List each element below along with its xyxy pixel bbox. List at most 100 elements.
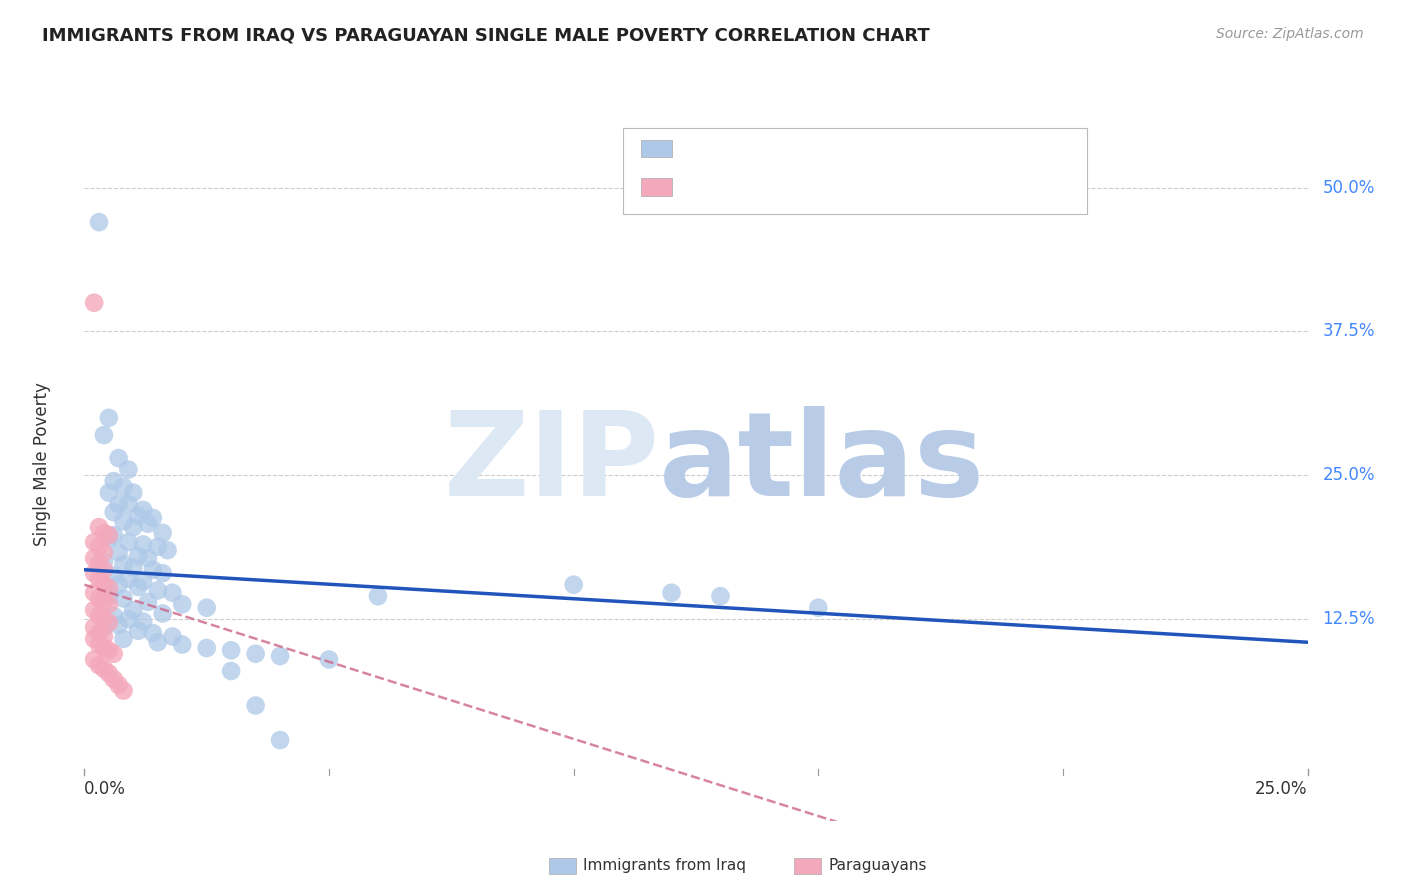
Point (107, 545, 129, 559)
Point (83, 535, 105, 549)
Point (172, 597, 194, 611)
Point (93, 555, 115, 569)
Point (107, 678, 129, 692)
Point (83, 632, 105, 646)
Bar (794, 858, 821, 874)
Point (83, 603, 105, 617)
Point (132, 574, 155, 589)
Text: 37.5%: 37.5% (1322, 323, 1375, 341)
Point (103, 505, 125, 519)
Point (83, 566, 105, 581)
Point (146, 540, 169, 554)
Point (93, 620, 115, 634)
Point (93, 577, 115, 591)
Point (97, 597, 120, 611)
Text: IMMIGRANTS FROM IRAQ VS PARAGUAYAN SINGLE MALE POVERTY CORRELATION CHART: IMMIGRANTS FROM IRAQ VS PARAGUAYAN SINGL… (42, 27, 929, 45)
Text: R =: R = (690, 178, 725, 196)
Point (152, 607, 174, 621)
Point (103, 568, 125, 582)
Text: Source: ZipAtlas.com: Source: ZipAtlas.com (1216, 27, 1364, 41)
Bar (641, 139, 672, 157)
Text: 25.0%: 25.0% (1256, 780, 1308, 798)
Point (709, 589, 731, 603)
Point (87, 608, 110, 623)
Point (93, 630, 115, 644)
Point (93, 662, 115, 676)
Point (103, 528, 125, 542)
Point (117, 535, 139, 549)
Point (87, 557, 110, 571)
Point (117, 572, 139, 586)
Text: 12.5%: 12.5% (1322, 610, 1375, 628)
Point (83, 652, 105, 666)
Point (136, 595, 159, 609)
Point (112, 515, 135, 529)
Point (245, 698, 267, 713)
Text: Paraguayans: Paraguayans (828, 858, 927, 873)
Text: N =: N = (868, 178, 904, 196)
Point (87, 626, 110, 640)
Point (107, 451, 129, 466)
Point (117, 612, 139, 626)
Point (122, 560, 145, 574)
Point (318, 652, 340, 666)
Point (97, 532, 120, 546)
Point (93, 563, 115, 577)
Point (112, 632, 135, 646)
Point (142, 511, 165, 525)
Point (807, 600, 830, 615)
Point (93, 428, 115, 442)
Point (112, 683, 135, 698)
Point (136, 551, 159, 566)
Point (107, 618, 129, 632)
Point (269, 648, 291, 663)
Point (122, 603, 145, 617)
Point (146, 583, 169, 598)
Point (93, 525, 115, 540)
Point (122, 485, 145, 500)
Text: Immigrants from Iraq: Immigrants from Iraq (583, 858, 747, 873)
Point (156, 543, 179, 558)
Text: 0.0%: 0.0% (84, 780, 127, 798)
Point (87, 572, 110, 586)
Point (93, 612, 115, 626)
Point (87, 638, 110, 652)
Point (122, 520, 145, 534)
Point (142, 626, 165, 640)
Point (107, 577, 129, 591)
Text: 50.0%: 50.0% (1322, 178, 1375, 196)
Point (83, 295, 105, 310)
Point (103, 608, 125, 623)
Point (93, 595, 115, 609)
Text: -0.212: -0.212 (751, 178, 810, 196)
Point (219, 643, 242, 657)
Point (195, 600, 218, 615)
Point (87, 520, 110, 534)
Text: 37: 37 (935, 178, 957, 196)
Point (367, 589, 389, 603)
Point (83, 620, 105, 634)
Point (87, 540, 110, 554)
Point (97, 615, 120, 630)
Text: atlas: atlas (659, 407, 986, 521)
Point (103, 647, 125, 661)
Point (93, 640, 115, 655)
Point (661, 586, 683, 600)
Point (195, 640, 218, 655)
Text: Single Male Poverty: Single Male Poverty (32, 382, 51, 546)
Point (219, 664, 242, 678)
Text: 25.0%: 25.0% (1322, 467, 1375, 484)
Point (136, 516, 159, 531)
Point (132, 537, 155, 551)
Text: ZIP: ZIP (443, 407, 659, 521)
Point (162, 630, 184, 644)
Text: -0.089: -0.089 (751, 139, 810, 157)
Point (87, 591, 110, 606)
Bar (550, 858, 576, 874)
Point (83, 551, 105, 566)
Point (127, 549, 149, 563)
Point (142, 563, 165, 577)
Point (146, 635, 169, 649)
Point (103, 672, 125, 686)
Point (269, 733, 291, 747)
